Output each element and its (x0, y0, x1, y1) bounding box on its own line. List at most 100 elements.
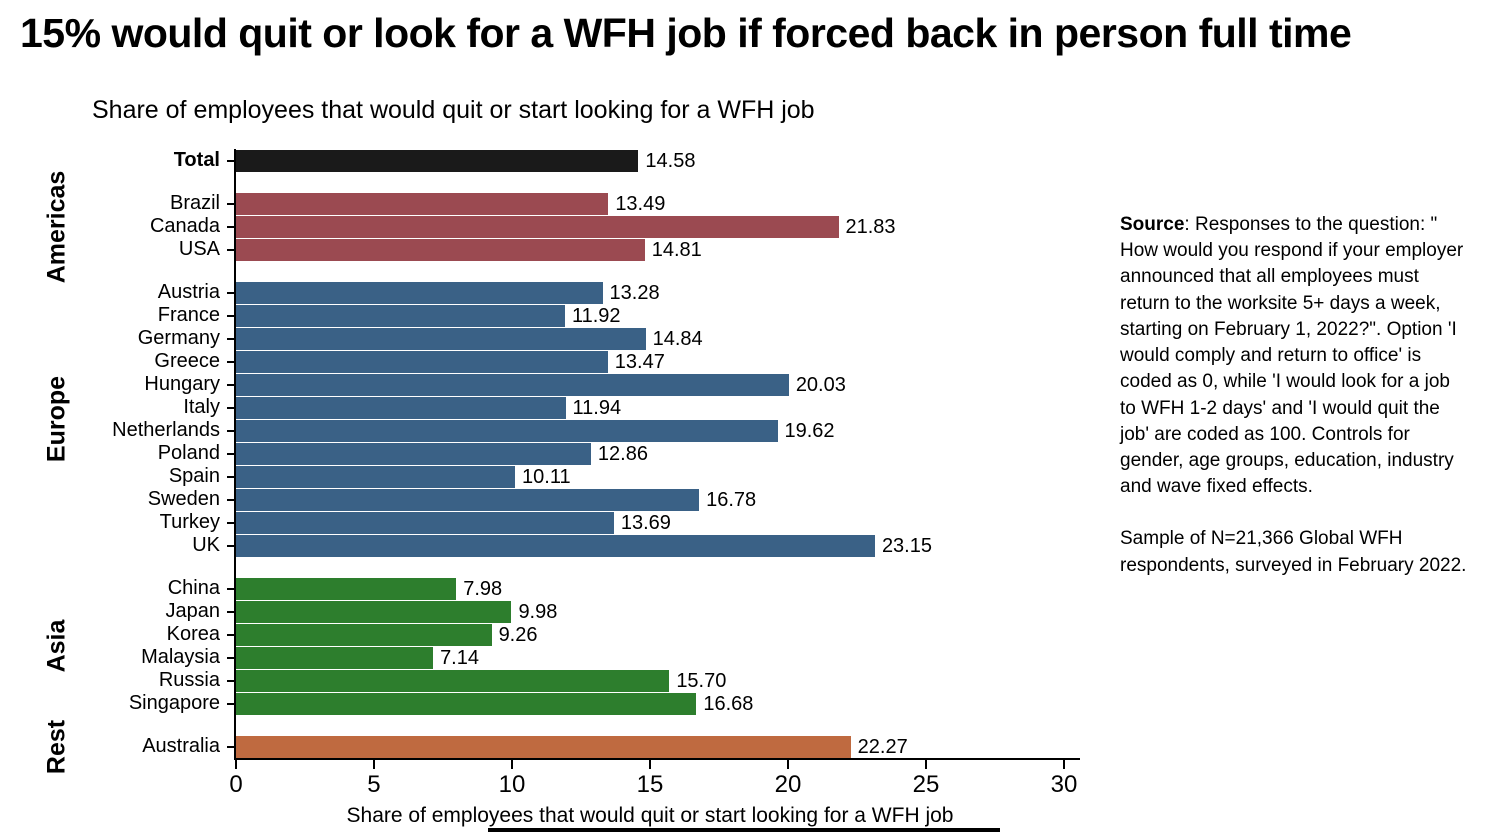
page-title: 15% would quit or look for a WFH job if … (20, 10, 1352, 56)
bar-turkey: 13.69 (236, 511, 671, 534)
category-label-singapore: Singapore (128, 692, 220, 714)
category-label-turkey: Turkey (159, 511, 220, 533)
bar-row-korea: Korea 9.26 (86, 623, 1064, 646)
category-label-hungary: Hungary (144, 373, 220, 395)
bar-japan: 9.98 (236, 600, 557, 623)
bar-group-europe: Europe Austria 13.28 France 11.92 Germany 14.8… (28, 281, 1064, 557)
source-note-panel: Source: Responses to the question: " How… (1120, 212, 1470, 605)
bar-greece: 13.47 (236, 350, 665, 373)
value-label: 16.78 (706, 488, 757, 511)
value-label: 7.14 (440, 646, 479, 669)
category-label-germany: Germany (137, 327, 220, 349)
bar-row-turkey: Turkey 13.69 (86, 511, 1064, 534)
x-tick-5 (372, 760, 375, 769)
chart-plot-area: Total 14.58 Americas Brazil 13.49 Canada 21.83… (28, 149, 1064, 774)
bar-area: 7.98 (227, 577, 1064, 600)
bar-row-poland: Poland 12.86 (86, 442, 1064, 465)
bar-brazil: 13.49 (236, 192, 665, 215)
value-label: 9.26 (498, 623, 538, 646)
category-label-canada: Canada (149, 215, 220, 237)
value-label: 12.86 (597, 442, 648, 465)
bar-area: 9.98 (227, 600, 1064, 623)
bar-germany: 14.84 (236, 327, 703, 350)
category-label-sweden: Sweden (147, 488, 220, 510)
bar-korea: 9.26 (236, 623, 538, 646)
bar-area: 14.84 (227, 327, 1064, 350)
bar-area: 13.49 (227, 192, 1064, 215)
bar-area: 15.70 (227, 669, 1064, 692)
bar-area: 10.11 (227, 465, 1064, 488)
bar-area: 7.14 (227, 646, 1064, 669)
group-rows: China 7.98 Japan 9.98 Korea 9.26 Malaysia 7.14 R… (86, 577, 1064, 715)
value-label: 13.69 (620, 511, 671, 534)
bar-row-uk: UK 23.15 (86, 534, 1064, 557)
category-label-austria: Austria (157, 281, 220, 303)
bar-area: 9.26 (227, 623, 1064, 646)
category-label-italy: Italy (183, 396, 220, 418)
value-label: 9.98 (518, 600, 558, 623)
bar-netherlands: 19.62 (236, 419, 835, 442)
x-tick-15 (649, 760, 651, 769)
bar-italy: 11.94 (236, 396, 621, 419)
bar-total: 14.58 (236, 149, 695, 172)
bar-area: 16.68 (227, 692, 1064, 715)
x-tick-25 (925, 760, 927, 769)
bar-area: 23.15 (227, 534, 1064, 557)
bar-row-china: China 7.98 (86, 577, 1064, 600)
bar-spain: 10.11 (236, 465, 571, 488)
region-label-europe: Europe (42, 375, 71, 463)
group-rows: Australia 22.27 (86, 735, 1064, 758)
bar-france: 11.92 (236, 304, 621, 327)
bar-area: 22.27 (227, 735, 1064, 758)
bar-area: 14.58 (227, 149, 1064, 172)
value-label: 19.62 (784, 419, 835, 442)
bar-group-rest: Rest Australia 22.27 (28, 719, 1064, 773)
chart-subtitle: Share of employees that would quit or st… (92, 96, 815, 124)
bar-row-spain: Spain 10.11 (86, 465, 1064, 488)
category-label-korea: Korea (166, 623, 220, 645)
bar-row-japan: Japan 9.98 (86, 600, 1064, 623)
y-axis-line (234, 149, 236, 758)
bar-row-russia: Russia 15.70 (86, 669, 1064, 692)
value-label: 23.15 (881, 534, 932, 557)
bar-area: 11.92 (227, 304, 1064, 327)
bar-row-australia: Australia 22.27 (86, 735, 1064, 758)
bar-area: 13.69 (227, 511, 1064, 534)
category-label-japan: Japan (165, 600, 221, 622)
source-label: Source (1120, 214, 1185, 235)
x-axis-title: Share of employees that would quit or st… (346, 804, 954, 827)
x-tick-30 (1063, 760, 1065, 769)
category-label-china: China (167, 577, 220, 599)
value-label: 14.84 (652, 327, 703, 350)
category-label-malaysia: Malaysia (141, 646, 220, 668)
bar-chart: Share of employees that would quit or st… (28, 96, 1080, 838)
group-rows: Brazil 13.49 Canada 21.83 USA 14.81 (86, 192, 1064, 261)
bar-group-asia: Asia China 7.98 Japan 9.98 Korea 9.26 Malaysia 7… (28, 577, 1064, 715)
category-label-poland: Poland (157, 442, 220, 464)
region-label-americas: Americas (42, 170, 71, 283)
category-label-russia: Russia (158, 669, 220, 691)
source-paragraph: Source: Responses to the question: " How… (1120, 212, 1470, 500)
bar-row-italy: Italy 11.94 (86, 396, 1064, 419)
category-label-france: France (157, 304, 220, 326)
category-label-netherlands: Netherlands (112, 419, 220, 441)
x-tick-10 (510, 760, 513, 769)
bar-area: 14.81 (227, 238, 1064, 261)
bar-row-austria: Austria 13.28 (86, 281, 1064, 304)
region-label-rest: Rest (42, 719, 71, 774)
bar-area: 13.28 (227, 281, 1064, 304)
bar-sweden: 16.78 (236, 488, 756, 511)
x-tick-0 (235, 760, 237, 769)
value-label: 22.27 (857, 735, 908, 758)
region-label-cell (28, 149, 86, 172)
bar-area: 13.47 (227, 350, 1064, 373)
bar-area: 12.86 (227, 442, 1064, 465)
category-label-greece: Greece (154, 350, 220, 372)
bar-canada: 21.83 (236, 215, 896, 238)
bar-china: 7.98 (236, 577, 502, 600)
value-label: 13.47 (614, 350, 665, 373)
category-label-usa: USA (178, 238, 220, 260)
bar-area: 20.03 (227, 373, 1064, 396)
bar-row-brazil: Brazil 13.49 (86, 192, 1064, 215)
